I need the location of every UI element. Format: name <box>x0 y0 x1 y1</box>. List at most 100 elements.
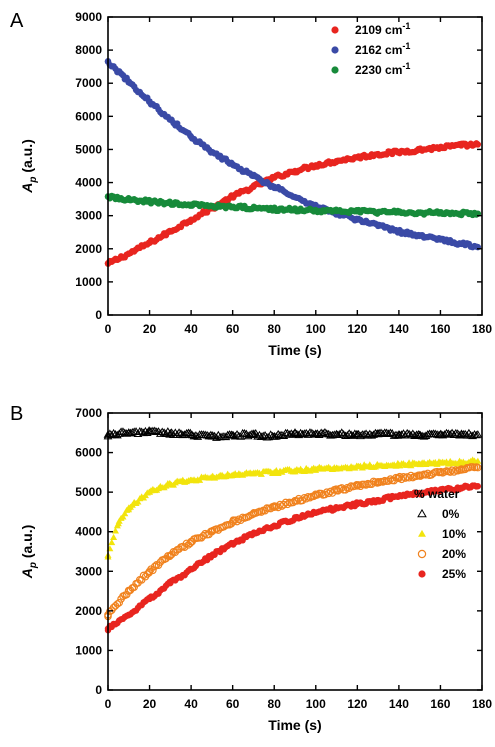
data-point <box>293 497 301 505</box>
x-tick-label: 80 <box>268 697 282 711</box>
legend-label: 2230 cm-1 <box>355 61 410 77</box>
data-point <box>113 600 122 608</box>
data-point <box>472 463 481 471</box>
data-point <box>303 430 313 438</box>
data-point <box>399 473 408 481</box>
series-25 <box>104 482 482 634</box>
data-point <box>356 431 365 440</box>
data-point <box>273 429 283 438</box>
data-point <box>437 467 445 476</box>
data-point <box>110 533 118 540</box>
data-point <box>193 432 203 440</box>
chart-panel-B: B 0 20 40 60 80 100 120 140 160 180 0 1000 2000 3000 40… <box>10 403 492 733</box>
data-point <box>176 429 186 437</box>
data-point <box>180 543 189 551</box>
legend-label: 2109 cm-1 <box>355 21 410 37</box>
y-tick-label: 1000 <box>75 275 102 289</box>
legend-label: 10% <box>442 527 466 541</box>
y-tick-label: 0 <box>95 683 102 697</box>
x-tick-label: 40 <box>184 697 198 711</box>
y-tick-label: 1000 <box>75 643 102 657</box>
data-point <box>108 539 116 546</box>
y-tick-label: 6000 <box>75 109 102 123</box>
data-point <box>240 428 249 437</box>
data-point <box>243 431 253 440</box>
data-point <box>157 427 167 436</box>
data-point <box>109 428 118 437</box>
x-tick-label: 20 <box>143 322 157 336</box>
x-tick-label: 180 <box>472 697 492 711</box>
data-point <box>233 517 241 526</box>
y-tick-label: 9000 <box>75 10 102 24</box>
data-point <box>150 426 160 435</box>
legend: % water 0% 10% 20% 25% <box>414 487 466 581</box>
legend-marker <box>418 570 426 578</box>
data-point <box>337 484 346 492</box>
legend-marker <box>331 66 339 74</box>
y-axis-title: Ap (a.u.) <box>19 525 39 580</box>
data-point <box>359 430 369 438</box>
legend-marker <box>417 508 427 518</box>
data-point <box>180 430 190 438</box>
data-point <box>415 430 425 439</box>
data-point <box>113 522 121 529</box>
data-point <box>324 489 333 498</box>
legend-label: 25% <box>442 567 466 581</box>
data-point <box>397 430 406 438</box>
data-point <box>165 552 174 561</box>
data-point <box>339 430 349 438</box>
x-tick-label: 100 <box>306 697 326 711</box>
data-point <box>281 498 290 507</box>
data-point <box>314 430 324 439</box>
data-point <box>419 432 429 440</box>
x-tick-label: 100 <box>306 322 326 336</box>
x-tick-label: 140 <box>389 322 409 336</box>
legend-label: 0% <box>442 507 460 521</box>
legend-label: 20% <box>442 547 466 561</box>
data-point <box>119 513 127 520</box>
x-tick-label: 0 <box>105 697 112 711</box>
x-tick-label: 60 <box>226 697 240 711</box>
data-point <box>321 490 329 499</box>
data-point <box>385 428 395 437</box>
data-point <box>106 607 114 616</box>
data-point <box>379 478 387 486</box>
data-point <box>430 429 440 438</box>
x-tick-label: 40 <box>184 322 198 336</box>
data-point <box>438 430 448 439</box>
plot-frame <box>107 16 483 316</box>
data-point <box>289 498 297 507</box>
data-point <box>332 485 340 493</box>
data-point <box>421 431 431 439</box>
data-point <box>348 431 358 439</box>
y-tick-label: 0 <box>95 308 102 322</box>
data-point <box>150 562 159 571</box>
data-point <box>232 429 242 438</box>
data-point <box>473 211 480 218</box>
panel-label: A <box>10 10 24 32</box>
data-point <box>322 488 331 497</box>
data-point <box>473 140 480 147</box>
series-0 <box>103 426 483 441</box>
plot-frame <box>107 412 483 691</box>
data-point <box>362 481 370 489</box>
data-point <box>407 471 415 480</box>
data-point <box>341 486 350 494</box>
legend-marker <box>417 549 427 559</box>
data-point <box>337 428 347 436</box>
y-tick-label: 4000 <box>75 176 102 190</box>
data-point <box>367 431 377 439</box>
data-point <box>111 527 119 534</box>
y-tick-label: 2000 <box>75 242 102 256</box>
y-tick-label: 3000 <box>75 209 102 223</box>
data-point <box>196 476 204 483</box>
data-point <box>354 481 363 489</box>
panel-label: B <box>10 403 23 425</box>
data-point <box>260 431 270 439</box>
data-point <box>405 473 413 482</box>
legend: 2109 cm-1 2162 cm-1 2230 cm-1 <box>331 21 410 77</box>
y-tick-label: 6000 <box>75 446 102 460</box>
y-tick-label: 7000 <box>75 406 102 420</box>
x-tick-label: 120 <box>347 322 367 336</box>
x-tick-label: 180 <box>472 322 492 336</box>
